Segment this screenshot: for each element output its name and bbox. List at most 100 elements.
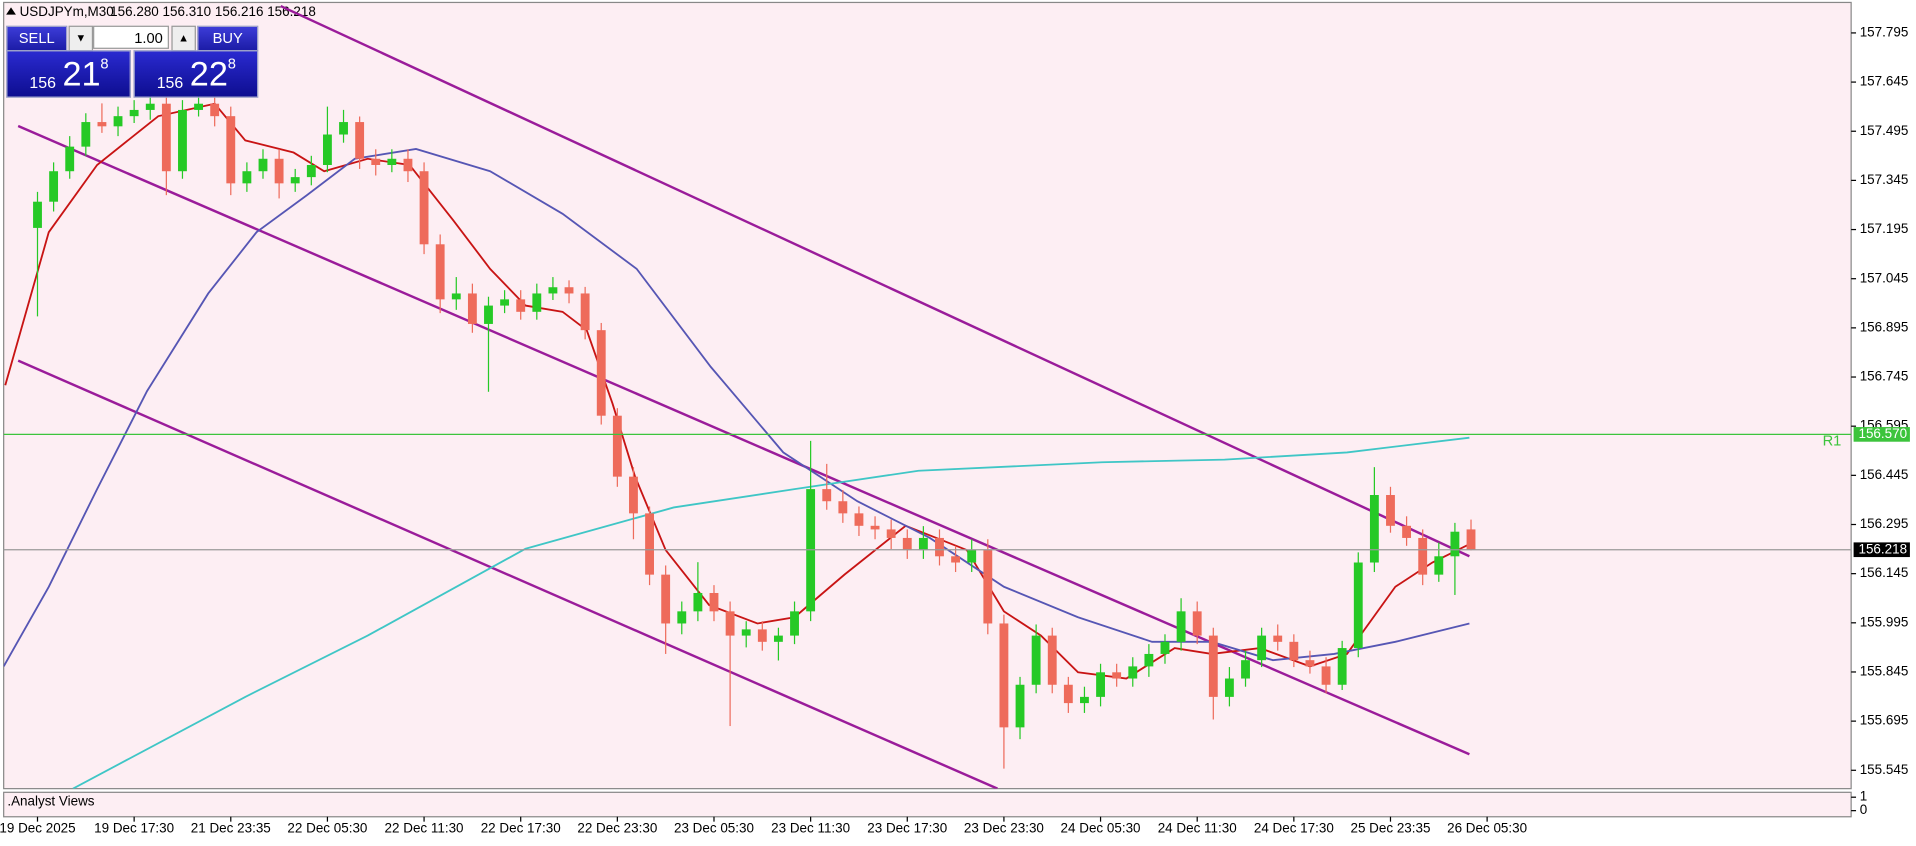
candle-body [65, 146, 75, 172]
candle-body [951, 556, 961, 563]
candle-body [33, 201, 42, 228]
candle-body [918, 537, 928, 551]
candle-body [677, 611, 687, 624]
x-tick-label: 23 Dec 23:30 [964, 821, 1044, 836]
x-tick-label: 22 Dec 05:30 [287, 821, 367, 836]
candle-body [1047, 635, 1057, 685]
price-big: 156 [156, 73, 184, 92]
candle-body [1353, 562, 1363, 649]
x-tick-label: 24 Dec 05:30 [1061, 821, 1141, 836]
candle-body [484, 305, 493, 324]
candle-body [838, 501, 848, 514]
candle-body [1112, 672, 1122, 679]
price-main: 21 [62, 55, 101, 93]
candle-body [1305, 660, 1315, 667]
volume-up[interactable]: ▲ [171, 25, 196, 52]
candle-body [113, 116, 123, 127]
candle-body [1418, 537, 1428, 575]
plot-area [3, 1, 1852, 790]
candle-body [1031, 635, 1041, 685]
candle-body [725, 611, 735, 636]
candle-body [612, 415, 622, 477]
y-tick-label: 157.495 [1860, 123, 1909, 138]
candle-body [1466, 529, 1476, 550]
y-tick-label: 156.445 [1860, 467, 1909, 482]
candle-body [661, 574, 671, 624]
sell-price[interactable]: 156 21 8 [6, 50, 132, 98]
candle-body [1160, 641, 1170, 654]
candle-body [1063, 684, 1073, 704]
candle-body [371, 158, 381, 165]
candle-body [129, 109, 139, 117]
plot [3, 4, 1476, 789]
current-price-tag [1853, 542, 1910, 558]
x-tick-label: 21 Dec 23:35 [191, 821, 271, 836]
candle-body [1337, 648, 1347, 685]
candle-body [1192, 611, 1202, 636]
y-tick-label: 157.345 [1860, 172, 1909, 187]
x-tick-label: 23 Dec 05:30 [674, 821, 754, 836]
candle-body [1402, 525, 1412, 538]
volume-input[interactable]: 1.00 [93, 25, 169, 49]
x-tick-label: 19 Dec 2025 [0, 821, 76, 836]
candle-body [1144, 653, 1154, 667]
y-tick-label: 155.845 [1860, 664, 1909, 679]
candle-body [645, 513, 654, 575]
candle-body [1273, 635, 1283, 642]
candle-body [596, 330, 606, 416]
collapse-icon[interactable] [6, 7, 16, 15]
y-tick-label: 155.995 [1860, 614, 1909, 629]
sell-button[interactable]: SELL [6, 25, 68, 52]
x-tick-label: 23 Dec 17:30 [867, 821, 947, 836]
subwindow [3, 791, 1852, 818]
candle-body [854, 513, 864, 526]
channel-line [17, 359, 998, 789]
y-tick-label: 155.695 [1860, 713, 1909, 728]
candle-body [274, 158, 284, 184]
candle-body [467, 293, 477, 324]
candle-body [886, 529, 896, 538]
channel-line [280, 4, 1470, 558]
candle-body [935, 537, 944, 557]
candle-body [902, 537, 912, 551]
x-tick-label: 19 Dec 17:30 [94, 821, 174, 836]
buy-price[interactable]: 156 22 8 [133, 50, 259, 98]
x-tick-label: 24 Dec 17:30 [1254, 821, 1334, 836]
y-tick-label: 156.895 [1860, 319, 1909, 334]
candle-body [709, 592, 719, 612]
y-tick-label: 157.195 [1860, 221, 1909, 236]
subwindow-name: .Analyst Views [7, 794, 94, 809]
candle-body [1128, 666, 1138, 679]
candle-body [1434, 556, 1444, 575]
candle-body [435, 244, 445, 300]
candle-body [564, 287, 574, 294]
buy-button[interactable]: BUY [197, 25, 259, 52]
candle-body [757, 629, 767, 642]
candle-body [49, 171, 59, 202]
candle-body [81, 122, 91, 147]
y-tick-label: 157.045 [1860, 270, 1909, 285]
candle-body [983, 550, 993, 624]
y-tick-label: 156.295 [1860, 516, 1909, 531]
candle-body [210, 103, 220, 117]
x-tick-label: 22 Dec 23:30 [577, 821, 657, 836]
x-tick-label: 22 Dec 17:30 [481, 821, 561, 836]
candle-body [1176, 611, 1186, 642]
candle-body [1321, 666, 1331, 685]
candle-body [1289, 641, 1299, 661]
candle-body [242, 171, 252, 184]
candle-body [194, 103, 203, 110]
candle-body [1241, 660, 1250, 679]
level-name: R1 [1823, 434, 1842, 450]
candle-body [548, 287, 558, 294]
candle-body [1224, 678, 1234, 697]
y-tick-label: 157.645 [1860, 74, 1909, 89]
candle-body [403, 158, 413, 172]
candle-body [693, 592, 703, 612]
candle-body [870, 525, 880, 530]
x-tick-label: 24 Dec 11:30 [1158, 821, 1237, 836]
candle-body [178, 109, 187, 172]
candle-body [451, 293, 461, 300]
volume-down[interactable]: ▼ [68, 25, 94, 52]
